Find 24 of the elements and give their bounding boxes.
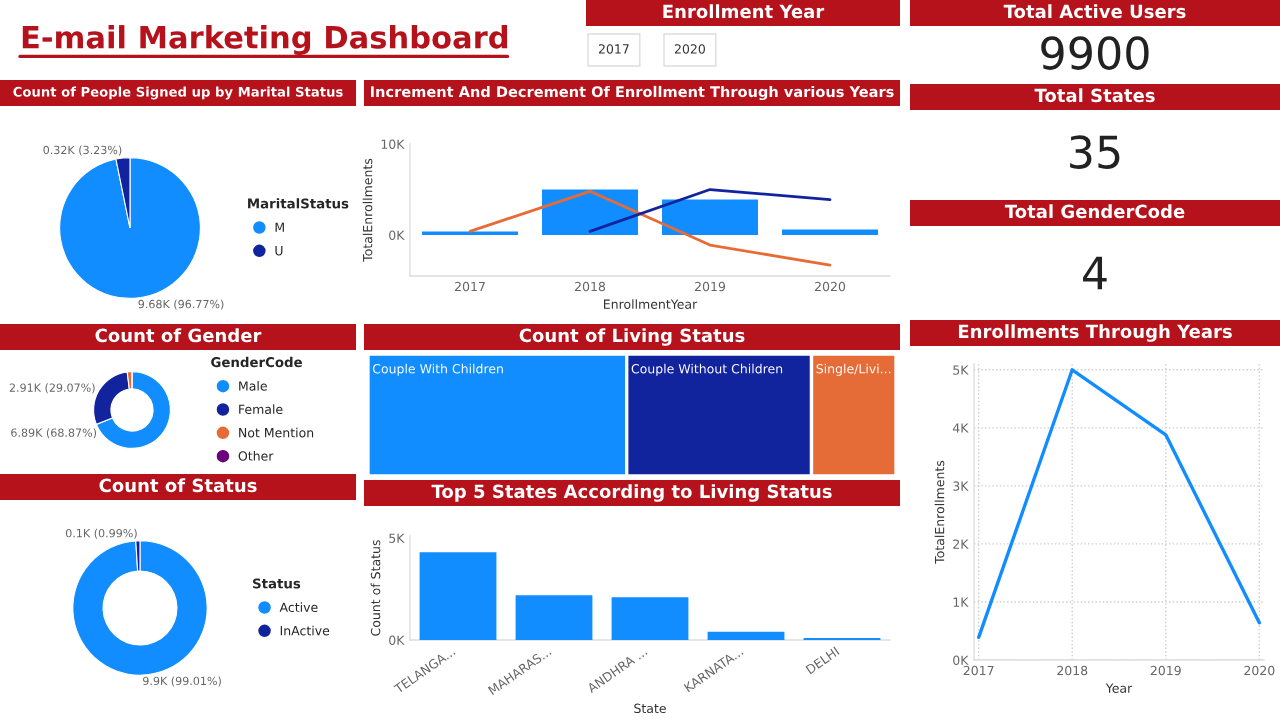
pie-slice	[59, 157, 201, 299]
donut-slice	[72, 540, 208, 676]
text: Total GenderCode	[1004, 204, 1185, 219]
chart-title: Count of Gender	[95, 328, 262, 343]
text: Enrollment Year	[663, 4, 825, 19]
text: 35	[1070, 135, 1120, 169]
bar	[782, 229, 878, 236]
line-series	[468, 189, 832, 267]
bar	[419, 552, 497, 640]
text: E-mail Marketing Dashboard	[22, 25, 508, 55]
bar	[707, 631, 785, 640]
bar	[662, 199, 758, 236]
text: 9900	[1041, 36, 1149, 70]
donut-slice	[95, 371, 171, 449]
text: Total Active Users	[1003, 4, 1186, 19]
text: Total States	[1034, 88, 1155, 103]
bar	[611, 597, 689, 640]
text: 4	[1083, 256, 1107, 290]
chart-title: Count of Living Status	[519, 328, 745, 346]
chart-title: Enrollments Through Years	[958, 324, 1232, 342]
line-series	[977, 368, 1261, 640]
chart-title: Count of Status	[99, 478, 257, 493]
chart-title: Top 5 States According to Living Status	[431, 484, 832, 502]
bar	[515, 595, 593, 640]
